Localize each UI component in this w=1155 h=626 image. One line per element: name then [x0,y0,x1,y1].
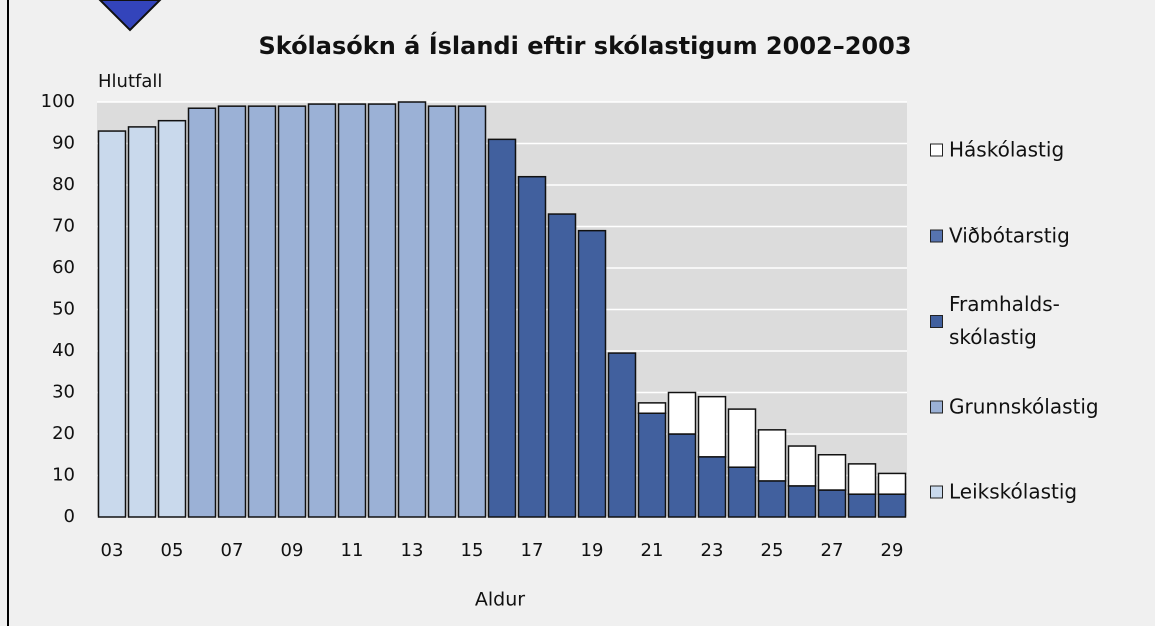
y-tick-label: 0 [64,506,75,527]
bar-segment [877,472,907,495]
bar-segment [787,485,817,518]
bar-segment [457,105,487,518]
x-tick-label: 05 [161,540,184,561]
bar-segment [847,493,877,518]
legend-label: Framhalds- skólastig [949,292,1060,349]
y-tick-label: 40 [52,340,75,361]
x-tick-label: 27 [821,540,844,561]
y-tick-label: 90 [52,133,75,154]
x-tick-label: 17 [521,540,544,561]
bar-segment [817,489,847,518]
bar-segment [637,402,667,414]
x-tick-label: 19 [581,540,604,561]
legend-item: Viðbótarstig [930,219,1070,252]
bar-segment [547,213,577,518]
x-tick-label: 21 [641,540,664,561]
x-tick-label: 03 [101,540,124,561]
bar-segment [697,395,727,458]
bar-segment [727,466,757,518]
legend-label: Grunnskólastig [949,394,1099,418]
y-axis-label: Hlutfall [98,71,162,92]
bar-segment [667,391,697,435]
bar-segment [727,408,757,468]
legend-swatch [930,400,943,413]
bar-segment [757,480,787,518]
bar-segment [367,103,397,518]
y-tick-label: 100 [41,91,75,112]
corner-marker [98,0,162,32]
bar-segment [427,105,457,518]
y-tick-label: 60 [52,257,75,278]
bar-segment [127,126,157,518]
bar-segment [667,433,697,518]
y-tick-label: 80 [52,174,75,195]
chart-title: Skólasókn á Íslandi eftir skólastigum 20… [258,31,911,60]
y-tick-label: 30 [52,382,75,403]
y-tick-label: 70 [52,216,75,237]
legend-swatch [930,229,943,242]
bar-segment [397,101,427,518]
y-tick-label: 50 [52,299,75,320]
legend-swatch [930,485,943,499]
legend-swatch [930,143,943,157]
y-tick-label: 20 [52,423,75,444]
x-tick-label: 07 [221,540,244,561]
bar-segment [517,175,547,518]
bar-segment [97,130,127,518]
x-tick-label: 09 [281,540,304,561]
bar-segment [637,412,667,518]
legend-swatch [930,314,943,328]
bar-segment [787,445,817,487]
bar-segment [577,229,607,518]
x-tick-label: 23 [701,540,724,561]
y-tick-label: 10 [52,465,75,486]
bar-segment [277,105,307,518]
legend-item: Grunnskólastig [930,390,1099,423]
bar-segment [247,105,277,518]
bar-segment [217,105,247,518]
bar-segment [307,103,337,518]
legend-item: Framhalds- skólastig [930,288,1060,354]
legend-label: Háskólastig [949,137,1065,162]
bar-segment [187,107,217,518]
x-tick-label: 29 [881,540,904,561]
bar-segment [337,103,367,518]
bar-segment [697,456,727,518]
legend-item: Háskólastig [930,134,1064,167]
legend-label: Viðbótarstig [949,223,1070,247]
x-tick-label: 13 [401,540,424,561]
legend-item: Leikskólastig [930,476,1077,509]
bar-segment [157,119,187,518]
x-axis-label: Aldur [475,589,525,611]
legend-label: Leikskólastig [949,479,1078,504]
bar-segment [757,429,787,482]
x-tick-label: 15 [461,540,484,561]
bar-segment [877,493,907,518]
x-tick-label: 11 [341,540,364,561]
bar-segment [607,352,637,518]
x-tick-label: 25 [761,540,784,561]
bar-segment [847,463,877,495]
bar-segment [817,454,847,491]
bar-segment [487,138,517,518]
